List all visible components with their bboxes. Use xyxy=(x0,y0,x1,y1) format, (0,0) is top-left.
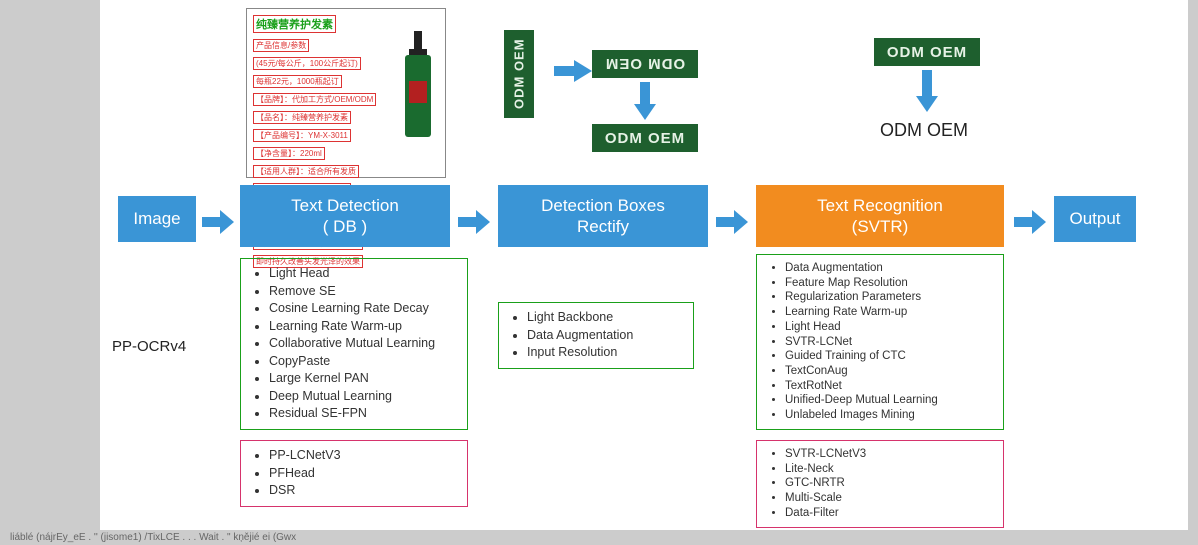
arrow-3 xyxy=(716,210,750,239)
arrow-1 xyxy=(202,210,236,239)
detection-green-list: Light HeadRemove SECosine Learning Rate … xyxy=(240,258,468,430)
list-item: Learning Rate Warm-up xyxy=(785,305,993,320)
list-item: Remove SE xyxy=(269,283,457,301)
list-item: Learning Rate Warm-up xyxy=(269,318,457,336)
product-line: (45元/每公斤，100公斤起订) xyxy=(253,57,361,70)
list-item: GTC-NRTR xyxy=(785,476,993,491)
odm-flipped-180: ODM OEM xyxy=(592,50,698,78)
arrow-right-odm1 xyxy=(554,56,594,91)
product-bottle-image xyxy=(399,31,437,146)
odm-normal: ODM OEM xyxy=(592,124,698,152)
arrow-2 xyxy=(458,210,492,239)
product-line: 【产品编号】：YM-X-3011 xyxy=(253,129,351,142)
list-item: PP-LCNetV3 xyxy=(269,447,457,465)
list-item: Light Head xyxy=(269,265,457,283)
list-item: TextRotNet xyxy=(785,379,993,394)
list-item: Unlabeled Images Mining xyxy=(785,408,993,423)
list-item: CopyPaste xyxy=(269,353,457,371)
stage-output: Output xyxy=(1054,196,1136,242)
row-label: PP-OCRv4 xyxy=(112,338,186,355)
footer-caption: liáblé (nájrEy_eE . '' (jisome1) /TixLCE… xyxy=(10,532,296,543)
list-item: Cosine Learning Rate Decay xyxy=(269,300,457,318)
product-line: 【品名】：纯臻营养护发素 xyxy=(253,111,351,124)
product-line: 产品信息/参数 xyxy=(253,39,309,52)
list-item: Feature Map Resolution xyxy=(785,276,993,291)
list-item: Light Head xyxy=(785,320,993,335)
list-item: Multi-Scale xyxy=(785,491,993,506)
product-line: 【净含量】：220ml xyxy=(253,147,325,160)
stage-image: Image xyxy=(118,196,196,242)
list-item: Residual SE-FPN xyxy=(269,405,457,423)
recognition-green-list: Data AugmentationFeature Map ResolutionR… xyxy=(756,254,1004,430)
list-item: Lite-Neck xyxy=(785,462,993,477)
list-item: Data Augmentation xyxy=(527,327,683,345)
odm-rotated-90: ODM OEM xyxy=(504,30,534,118)
stage-recognition: Text Recognition (SVTR) xyxy=(756,185,1004,247)
odm-right-top: ODM OEM xyxy=(874,38,980,66)
list-item: SVTR-LCNet xyxy=(785,335,993,350)
recognition-magenta-list: SVTR-LCNetV3Lite-NeckGTC-NRTRMulti-Scale… xyxy=(756,440,1004,528)
product-sample-card: 纯臻营养护发素 产品信息/参数 (45元/每公斤，100公斤起订) 每瓶22元，10… xyxy=(246,8,446,178)
list-item: Input Resolution xyxy=(527,344,683,362)
list-item: TextConAug xyxy=(785,364,993,379)
arrow-4 xyxy=(1014,210,1048,239)
arrow-down-odm-right xyxy=(912,70,942,119)
product-line: 【品牌】：代加工方式/OEM/ODM xyxy=(253,93,376,106)
rectify-green-list: Light BackboneData AugmentationInput Res… xyxy=(498,302,694,369)
list-item: DSR xyxy=(269,482,457,500)
list-item: Data Augmentation xyxy=(785,261,993,276)
product-title: 纯臻营养护发素 xyxy=(253,15,336,33)
diagram-canvas: 纯臻营养护发素 产品信息/参数 (45元/每公斤，100公斤起订) 每瓶22元，10… xyxy=(100,0,1188,530)
odm-plain-text: ODM OEM xyxy=(880,120,968,141)
product-line: 每瓶22元，1000瓶起订 xyxy=(253,75,342,88)
list-item: SVTR-LCNetV3 xyxy=(785,447,993,462)
arrow-down-odm xyxy=(630,82,660,127)
list-item: Collaborative Mutual Learning xyxy=(269,335,457,353)
list-item: PFHead xyxy=(269,465,457,483)
list-item: Regularization Parameters xyxy=(785,290,993,305)
list-item: Large Kernel PAN xyxy=(269,370,457,388)
list-item: Unified-Deep Mutual Learning xyxy=(785,393,993,408)
product-line: 【适用人群】：适合所有发质 xyxy=(253,165,359,178)
list-item: Deep Mutual Learning xyxy=(269,388,457,406)
list-item: Guided Training of CTC xyxy=(785,349,993,364)
list-item: Light Backbone xyxy=(527,309,683,327)
stage-detection: Text Detection ( DB ) xyxy=(240,185,450,247)
stage-rectify: Detection Boxes Rectify xyxy=(498,185,708,247)
detection-magenta-list: PP-LCNetV3PFHeadDSR xyxy=(240,440,468,507)
list-item: Data-Filter xyxy=(785,506,993,521)
